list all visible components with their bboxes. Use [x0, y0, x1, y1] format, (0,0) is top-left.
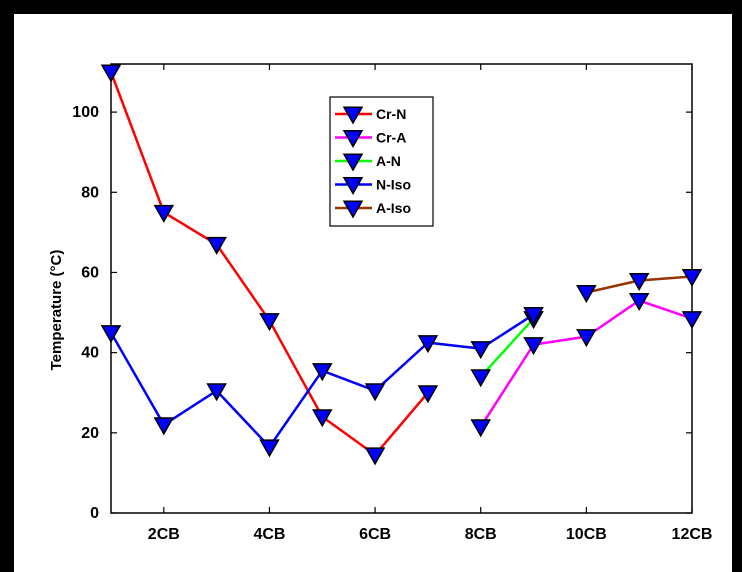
- series-line-cr-a: [479, 299, 693, 428]
- legend-label-cr-a: Cr-A: [376, 130, 406, 146]
- x-tick-label: 4CB: [253, 526, 285, 543]
- series-line-a-n: [479, 317, 535, 378]
- y-tick-label: 0: [90, 505, 99, 522]
- marker-n-iso: [523, 307, 544, 326]
- marker-cr-a: [681, 311, 703, 330]
- marker-cr-n: [206, 236, 227, 255]
- marker-cr-n: [259, 313, 280, 332]
- marker-cr-n: [364, 447, 386, 466]
- legend-marker-cr-n: [342, 106, 364, 125]
- marker-n-iso: [311, 363, 333, 382]
- legend-label-a-iso: A-Iso: [376, 200, 411, 216]
- marker-cr-a: [628, 293, 650, 312]
- x-tick-label: 2CB: [148, 526, 180, 543]
- marker-n-iso: [470, 341, 492, 360]
- marker-cr-n: [311, 409, 333, 428]
- marker-cr-a: [523, 337, 544, 356]
- marker-a-iso: [628, 272, 650, 291]
- frame-right-border: [732, 0, 742, 572]
- marker-cr-n: [417, 385, 439, 404]
- plot-axes: [110, 63, 693, 514]
- legend-marker-cr-a: [342, 130, 364, 149]
- x-tick-label: 10CB: [566, 526, 607, 543]
- marker-n-iso: [153, 417, 175, 436]
- x-tick-label: 6CB: [359, 526, 391, 543]
- legend-marker-n-iso: [342, 177, 364, 196]
- marker-n-iso: [259, 439, 280, 458]
- legend-label-cr-n: Cr-N: [376, 106, 406, 122]
- legend-label-n-iso: N-Iso: [376, 177, 411, 193]
- plot-box: [110, 63, 693, 514]
- x-tick-label: 8CB: [465, 526, 497, 543]
- marker-cr-a: [576, 329, 597, 348]
- marker-cr-a: [470, 419, 492, 438]
- y-tick-label: 40: [81, 345, 99, 362]
- y-tick-label: 100: [72, 104, 99, 121]
- frame-top-border: [0, 0, 742, 14]
- legend-label-a-n: A-N: [376, 153, 401, 169]
- marker-n-iso: [100, 325, 122, 344]
- marker-a-n: [470, 369, 492, 388]
- marker-a-iso: [681, 268, 703, 287]
- marker-a-iso: [576, 285, 597, 304]
- y-axis-label: Temperature (°C): [48, 250, 65, 371]
- marker-cr-n: [153, 204, 175, 223]
- marker-cr-n: [100, 64, 122, 83]
- y-tick-label: 60: [81, 264, 99, 281]
- marker-n-iso: [417, 335, 439, 354]
- legend-marker-a-n: [342, 153, 364, 172]
- legend: Cr-N Cr-A A-N N-Iso A-Iso: [329, 96, 434, 227]
- marker-n-iso: [364, 383, 386, 402]
- legend-marker-a-iso: [342, 200, 364, 219]
- y-tick-label: 20: [81, 425, 99, 442]
- x-tick-label: 12CB: [672, 526, 713, 543]
- marker-n-iso: [206, 383, 227, 402]
- frame-left-border: [0, 0, 14, 572]
- series-markers: [100, 64, 703, 466]
- tick-labels: 2CB 4CB 6CB 8CB 10CB 12CB 0 20 40 60 80 100: [72, 104, 712, 543]
- y-tick-label: 80: [81, 184, 99, 201]
